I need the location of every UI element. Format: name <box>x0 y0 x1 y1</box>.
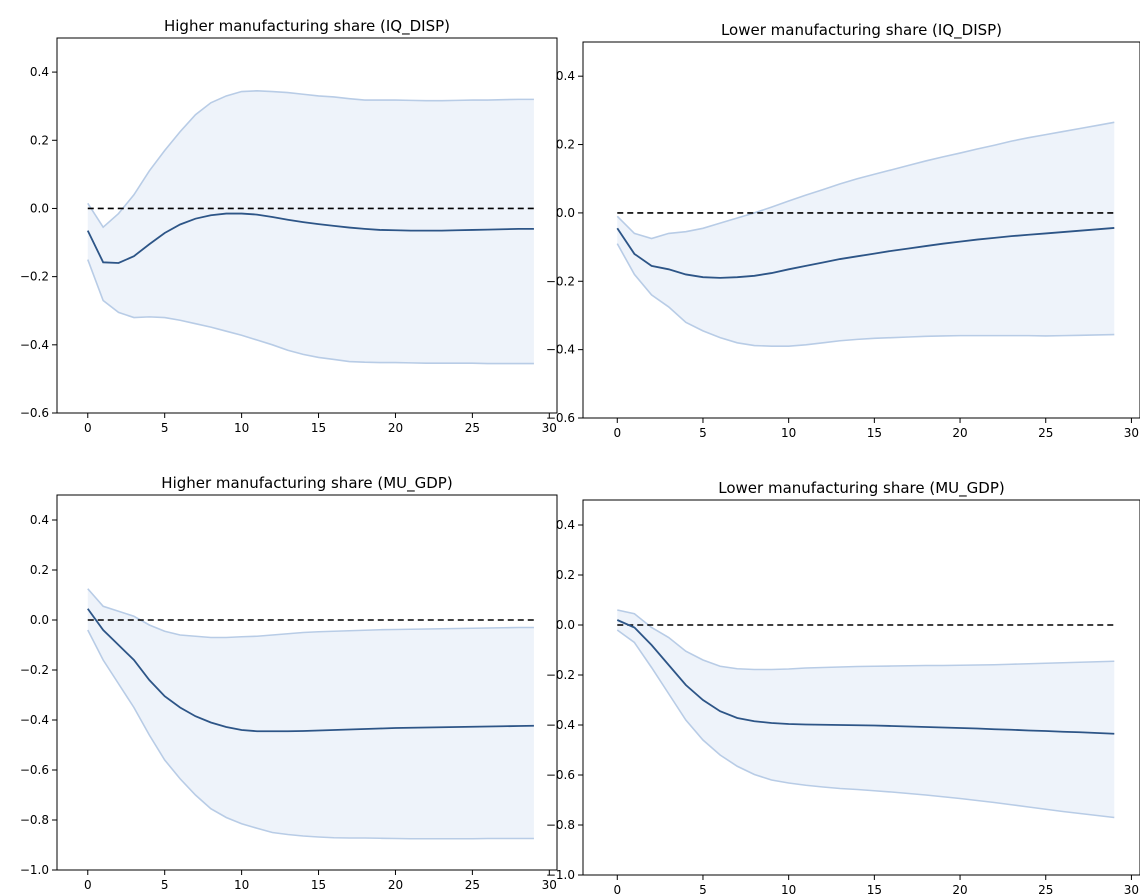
x-tick-label: 30 <box>542 421 557 435</box>
x-tick-label: 20 <box>952 426 967 440</box>
upper-band-line <box>617 609 1115 671</box>
y-tick-label: −0.6 <box>546 411 575 425</box>
x-tick-label: 0 <box>84 878 92 892</box>
y-tick-label: 0.2 <box>30 563 49 577</box>
x-tick-label: 20 <box>388 421 403 435</box>
y-tick-label: −1.0 <box>20 863 49 877</box>
y-tick-label: 0.0 <box>30 613 49 627</box>
median-response-line <box>86 212 534 264</box>
y-tick-label: −0.6 <box>20 763 49 777</box>
x-tick-label: 15 <box>311 421 326 435</box>
y-tick-label: 0.2 <box>30 133 49 147</box>
y-tick-label: 0.2 <box>556 568 575 582</box>
confidence-band <box>87 90 534 364</box>
x-tick-label: 10 <box>781 426 796 440</box>
y-tick-label: 0.0 <box>30 201 49 215</box>
y-tick-label: −0.6 <box>546 768 575 782</box>
chart-panel-1: Higher manufacturing share (IQ_DISP) 0 5 10… <box>20 17 558 435</box>
lower-band-line <box>87 259 534 365</box>
x-tick-label: 25 <box>1038 426 1053 440</box>
y-tick-label: 0.4 <box>556 69 575 83</box>
x-tick-label: 25 <box>1038 883 1053 895</box>
y-tick-label: 0.0 <box>556 618 575 632</box>
x-tick-label: 5 <box>161 421 169 435</box>
y-tick-label: 0.2 <box>556 138 575 152</box>
x-tick-label: 30 <box>542 878 557 892</box>
x-tick-label: 30 <box>1124 426 1139 440</box>
x-tick-label: 20 <box>388 878 403 892</box>
y-tick-label: −0.8 <box>20 813 49 827</box>
x-tick-label: 25 <box>465 421 480 435</box>
lower-band-line <box>616 629 1115 819</box>
lower-band-line <box>616 243 1115 348</box>
axes-frame <box>56 494 558 871</box>
x-tick-label: 30 <box>1124 883 1139 895</box>
x-tick-label: 15 <box>867 426 882 440</box>
confidence-band <box>87 588 534 839</box>
y-tick-label: −0.2 <box>20 663 49 677</box>
upper-band-line <box>87 90 534 229</box>
axes-frame <box>582 499 1140 876</box>
median-response-line <box>616 227 1115 279</box>
confidence-band <box>617 610 1115 818</box>
x-tick-label: 15 <box>311 878 326 892</box>
chart-title: Higher manufacturing share (MU_GDP) <box>161 474 452 493</box>
y-tick-label: −0.4 <box>546 343 575 357</box>
x-tick-label: 10 <box>781 883 796 895</box>
x-tick-label: 5 <box>699 426 707 440</box>
x-tick-label: 25 <box>465 878 480 892</box>
chart-panel-4: Lower manufacturing share (MU_GDP) 0 5 10 15… <box>546 479 1140 895</box>
lower-band-line <box>87 629 534 840</box>
x-tick-label: 5 <box>699 883 707 895</box>
median-response-line <box>87 608 534 733</box>
chart-panel-2: Lower manufacturing share (IQ_DISP) 0 5 10 1… <box>546 21 1140 440</box>
y-tick-label: −1.0 <box>546 868 575 882</box>
x-tick-label: 0 <box>613 883 621 895</box>
y-tick-label: −0.2 <box>546 274 575 288</box>
y-tick-label: −0.2 <box>546 668 575 682</box>
x-tick-label: 0 <box>613 426 621 440</box>
confidence-band <box>617 122 1115 347</box>
x-tick-label: 5 <box>161 878 169 892</box>
chart-title: Higher manufacturing share (IQ_DISP) <box>164 17 450 36</box>
x-tick-label: 10 <box>234 878 249 892</box>
chart-title: Lower manufacturing share (IQ_DISP) <box>721 21 1002 40</box>
x-tick-label: 15 <box>867 883 882 895</box>
chart-title: Lower manufacturing share (MU_GDP) <box>718 479 1004 498</box>
y-tick-label: −0.4 <box>20 713 49 727</box>
x-tick-label: 0 <box>84 421 92 435</box>
y-tick-label: −0.4 <box>20 338 49 352</box>
y-tick-label: 0.4 <box>30 513 49 527</box>
upper-band-line <box>87 588 534 639</box>
y-tick-label: −0.6 <box>20 406 49 420</box>
y-tick-label: −0.4 <box>546 718 575 732</box>
axes-frame <box>56 37 558 414</box>
upper-band-line <box>616 121 1115 240</box>
y-tick-label: 0.4 <box>556 518 575 532</box>
y-tick-label: 0.4 <box>30 65 49 79</box>
chart-panel-3: Higher manufacturing share (MU_GDP) 0 5 10 1… <box>20 474 558 892</box>
y-tick-label: −0.2 <box>20 270 49 284</box>
x-tick-label: 10 <box>234 421 249 435</box>
y-tick-label: −0.8 <box>546 818 575 832</box>
median-response-line <box>616 619 1115 735</box>
y-tick-label: 0.0 <box>556 206 575 220</box>
x-tick-label: 20 <box>952 883 967 895</box>
axes-frame <box>582 41 1140 419</box>
